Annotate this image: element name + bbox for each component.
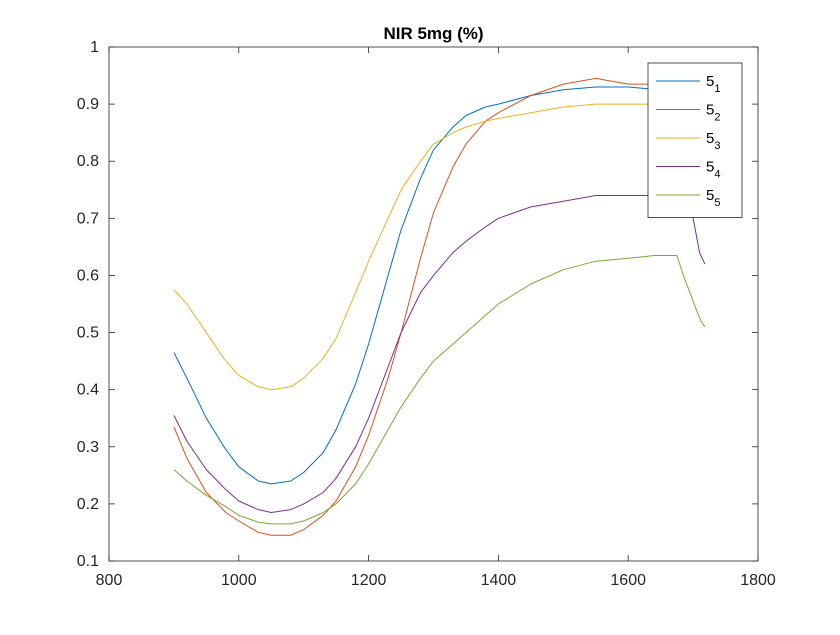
x-tick-label: 1200 xyxy=(351,572,387,589)
x-tick-label: 1800 xyxy=(740,572,776,589)
y-tick-label: 0.2 xyxy=(77,496,99,513)
y-tick-label: 0.6 xyxy=(77,267,99,284)
legend-label: 51 xyxy=(706,73,720,95)
y-tick-label: 0.7 xyxy=(77,210,99,227)
x-tick-label: 1000 xyxy=(221,572,257,589)
series-line-5-3 xyxy=(173,100,674,391)
legend-label: 52 xyxy=(706,102,720,124)
y-tick-label: 0.1 xyxy=(77,553,99,570)
y-tick-label: 0.5 xyxy=(77,325,99,342)
series-line-5-2 xyxy=(173,77,674,536)
series-line-5-5 xyxy=(173,255,706,525)
legend: 51 52 53 54 55 xyxy=(647,62,743,218)
legend-box xyxy=(647,62,743,218)
legend-label: 54 xyxy=(706,159,720,181)
y-tick-label: 0.4 xyxy=(77,382,99,399)
y-tick-label: 0.9 xyxy=(77,96,99,113)
legend-label: 55 xyxy=(706,187,720,209)
x-tick-label: 800 xyxy=(96,572,123,589)
x-tick-label: 1400 xyxy=(481,572,517,589)
x-tick-label: 1600 xyxy=(610,572,646,589)
series-line-5-1 xyxy=(173,86,674,485)
y-tick-label: 1 xyxy=(90,39,99,56)
y-tick-label: 0.8 xyxy=(77,153,99,170)
legend-label: 53 xyxy=(706,130,720,152)
chart-title: NIR 5mg (%) xyxy=(383,24,483,43)
y-tick-label: 0.3 xyxy=(77,439,99,456)
